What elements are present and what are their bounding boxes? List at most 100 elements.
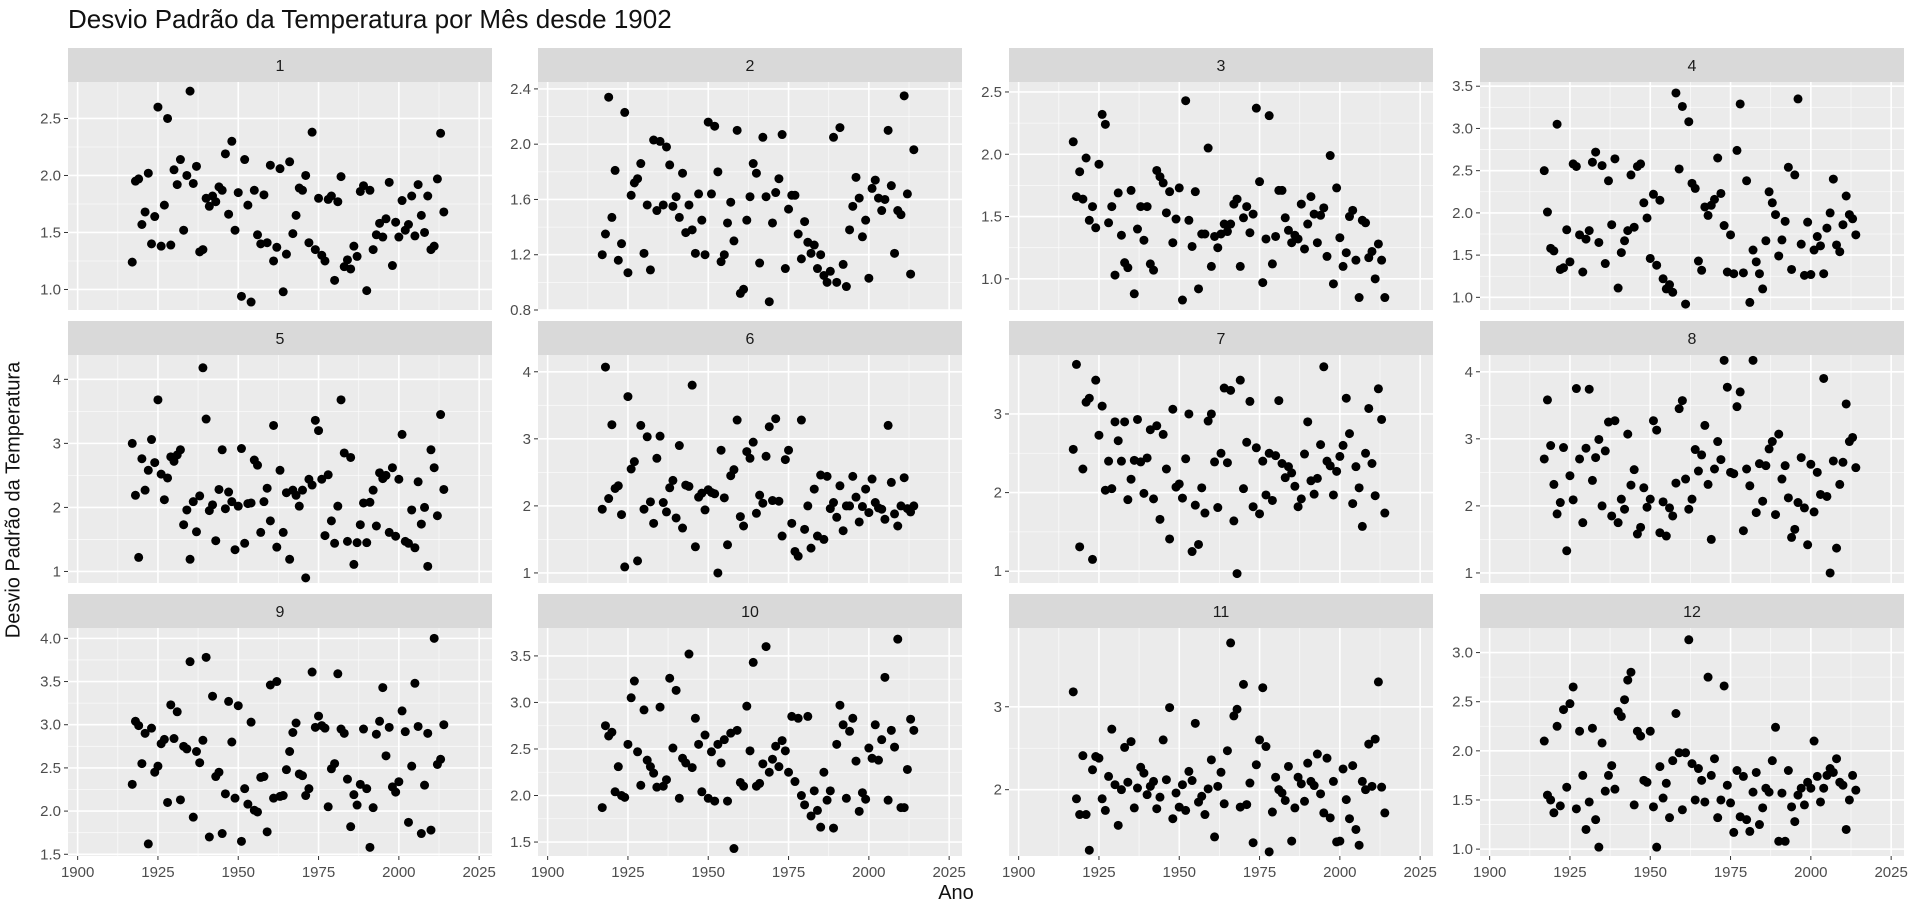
facet-strip [1009,594,1433,628]
data-point [1136,202,1146,212]
data-point [1177,780,1187,790]
data-point [1316,440,1326,450]
data-point [394,474,404,484]
data-point [1693,256,1703,266]
data-point [1787,264,1797,274]
data-point [1571,384,1581,394]
data-point [1190,500,1200,510]
data-point [1581,824,1591,834]
data-point [1851,785,1861,795]
data-point [629,457,639,467]
data-point [1841,399,1851,409]
data-point [613,255,623,265]
data-point [617,239,627,249]
data-point [230,793,240,803]
data-point [1206,261,1216,271]
data-point [1793,790,1803,800]
data-point [436,754,446,764]
data-point [1296,779,1306,789]
data-point [163,113,173,123]
data-point [227,497,237,507]
data-point [1277,788,1287,798]
data-point [1783,493,1793,503]
data-point [423,191,433,201]
data-point [1835,247,1845,257]
y-tick-label: 3 [53,435,61,452]
data-point [854,193,864,203]
data-point [873,755,883,765]
data-point [1539,454,1549,464]
data-point [1361,448,1371,458]
data-point [310,415,320,425]
data-point [1642,777,1652,787]
data-point [623,739,633,749]
data-point [1716,795,1726,805]
data-point [1328,776,1338,786]
data-point [339,728,349,738]
data-point [346,822,356,832]
facet-label: 8 [1688,331,1697,348]
data-point [1626,480,1636,490]
data-point [140,207,150,217]
data-point [639,248,649,258]
data-point [1248,502,1258,512]
data-point [1767,437,1777,447]
data-point [1681,299,1691,309]
data-point [253,460,263,470]
data-point [1078,751,1088,761]
data-point [755,490,765,500]
data-point [1648,416,1658,426]
data-point [1671,709,1681,718]
data-point [1697,265,1707,275]
data-point [1693,764,1703,774]
data-point [1844,795,1854,805]
data-point [784,204,794,214]
data-point [1174,479,1184,489]
data-point [410,231,420,241]
data-point [620,562,630,572]
data-point [1539,166,1549,176]
data-point [1277,185,1287,195]
data-point [1238,679,1248,689]
data-point [902,764,912,774]
data-point [1068,444,1078,454]
data-point [397,196,407,206]
data-point [278,287,288,297]
data-point [861,794,871,804]
data-point [1325,151,1335,161]
data-point [1787,802,1797,812]
data-point [780,264,790,274]
data-point [793,229,803,239]
data-point [217,829,227,839]
data-point [1271,231,1281,241]
facet-strip [68,321,492,355]
data-point [764,297,774,307]
data-point [1242,437,1252,447]
x-tick-label: 1900 [531,864,564,881]
data-point [867,183,877,193]
data-point [1222,227,1232,237]
data-point [147,435,157,445]
x-axis-title: Ano [938,882,974,904]
data-point [330,538,340,548]
data-point [1713,437,1723,447]
data-point [639,705,649,715]
data-point [806,811,816,821]
data-point [1161,208,1171,218]
data-point [1203,784,1213,794]
data-point [1803,217,1813,227]
data-point [613,481,623,491]
x-tick-label: 2000 [382,864,415,881]
panel-background [1480,82,1904,310]
data-point [169,165,179,175]
data-point [1636,731,1646,741]
data-point [1645,494,1655,504]
data-point [1303,417,1313,427]
data-point [1280,473,1290,483]
data-point [1780,836,1790,846]
data-point [214,767,224,777]
data-point [391,787,401,797]
facet-label: 1 [276,58,285,75]
data-point [371,521,381,531]
data-point [742,701,752,711]
